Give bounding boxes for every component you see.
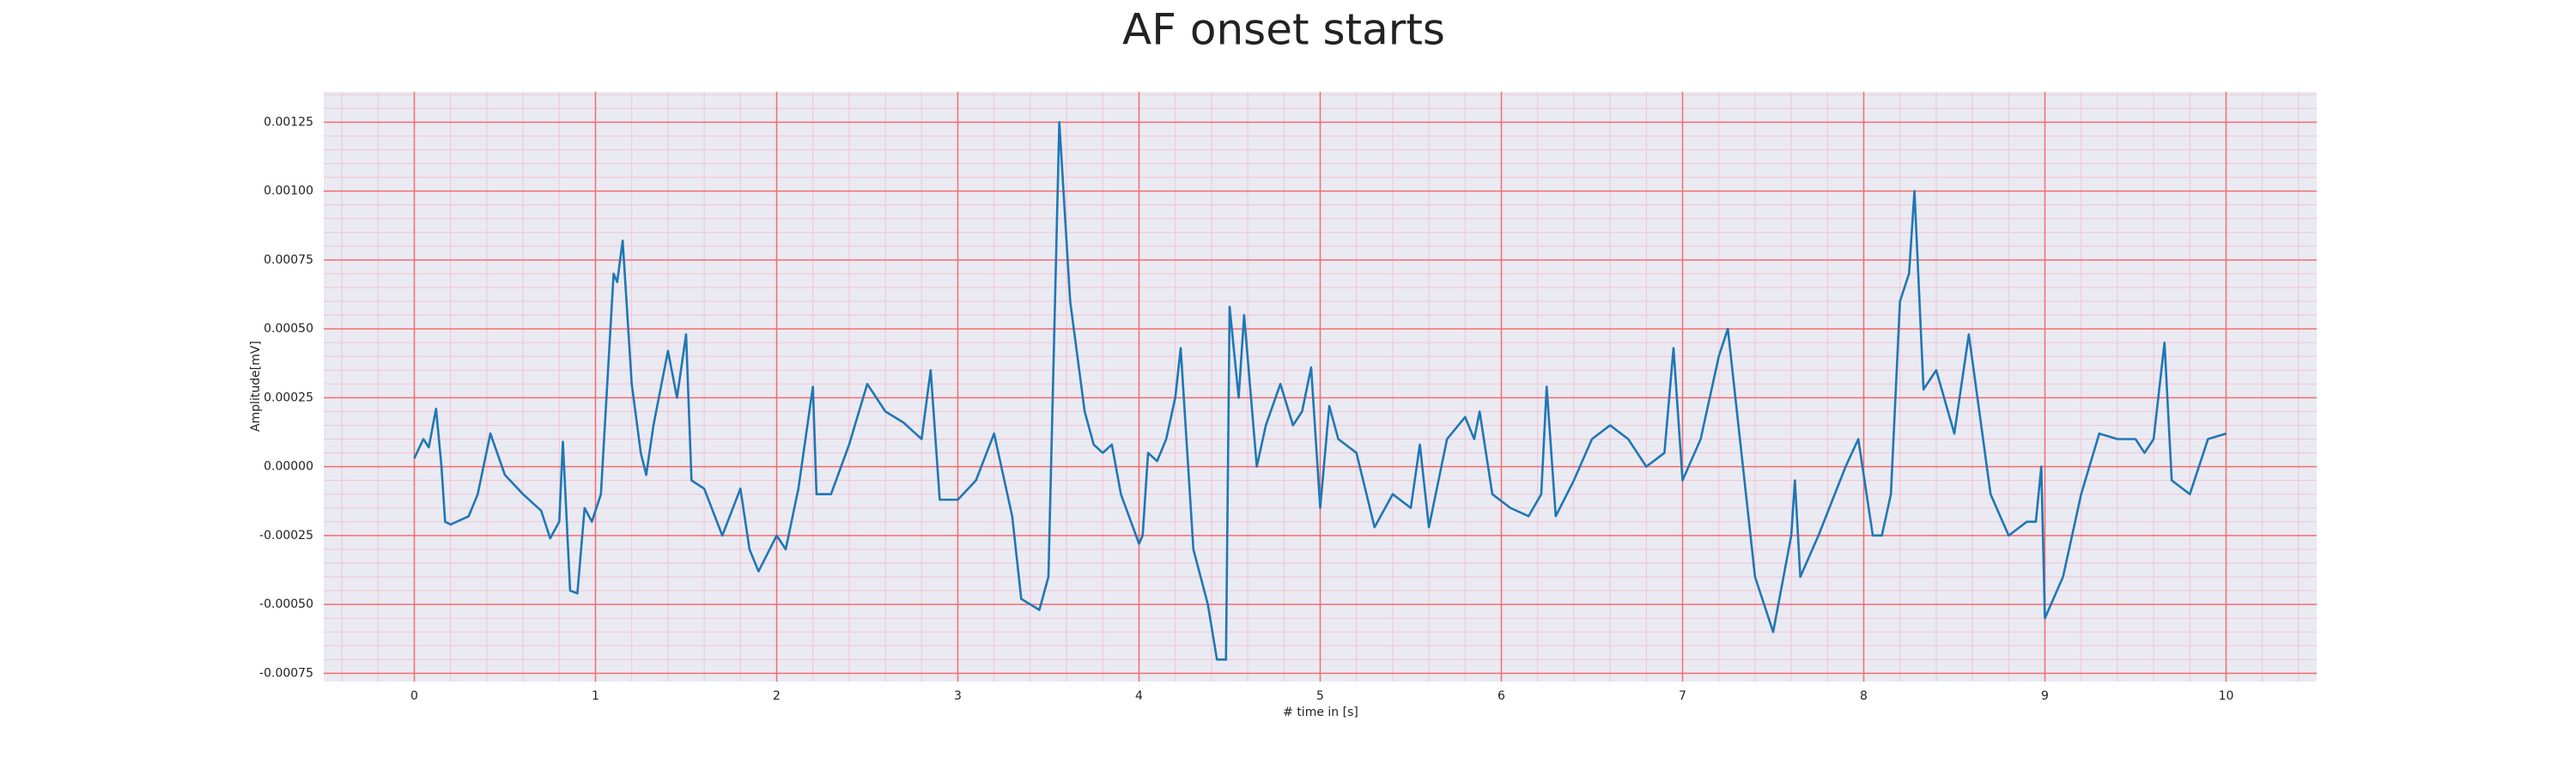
x-tick-label: 7 xyxy=(1679,689,1686,703)
x-tick-label: 10 xyxy=(2219,689,2234,703)
x-tick-label: 9 xyxy=(2041,689,2049,703)
x-tick-label: 5 xyxy=(1316,689,1324,703)
y-tick-label: -0.00075 xyxy=(259,666,313,680)
x-tick-label: 3 xyxy=(954,689,962,703)
signal-line xyxy=(413,121,2227,661)
x-tick-label: 4 xyxy=(1135,689,1143,703)
chart-title: AF onset starts xyxy=(1122,5,1445,55)
y-tick-label: 0.00025 xyxy=(264,391,313,404)
y-tick-label: 0.00050 xyxy=(264,322,313,336)
y-tick-label: 0.00000 xyxy=(264,460,313,474)
y-tick-label: -0.00050 xyxy=(259,597,313,611)
y-tick-label: 0.00075 xyxy=(264,253,313,267)
x-axis-label: # time in [s] xyxy=(1283,706,1358,719)
x-tick-label: 6 xyxy=(1498,689,1505,703)
y-tick-label: 0.00100 xyxy=(264,185,313,198)
y-tick-label: -0.00025 xyxy=(259,529,313,543)
x-tick-label: 0 xyxy=(410,689,418,703)
y-axis-label: Amplitude[mV] xyxy=(249,341,263,432)
x-tick-label: 8 xyxy=(1860,689,1868,703)
x-tick-label: 2 xyxy=(773,689,781,703)
x-tick-label: 1 xyxy=(592,689,599,703)
y-tick-label: 0.00125 xyxy=(264,115,313,129)
